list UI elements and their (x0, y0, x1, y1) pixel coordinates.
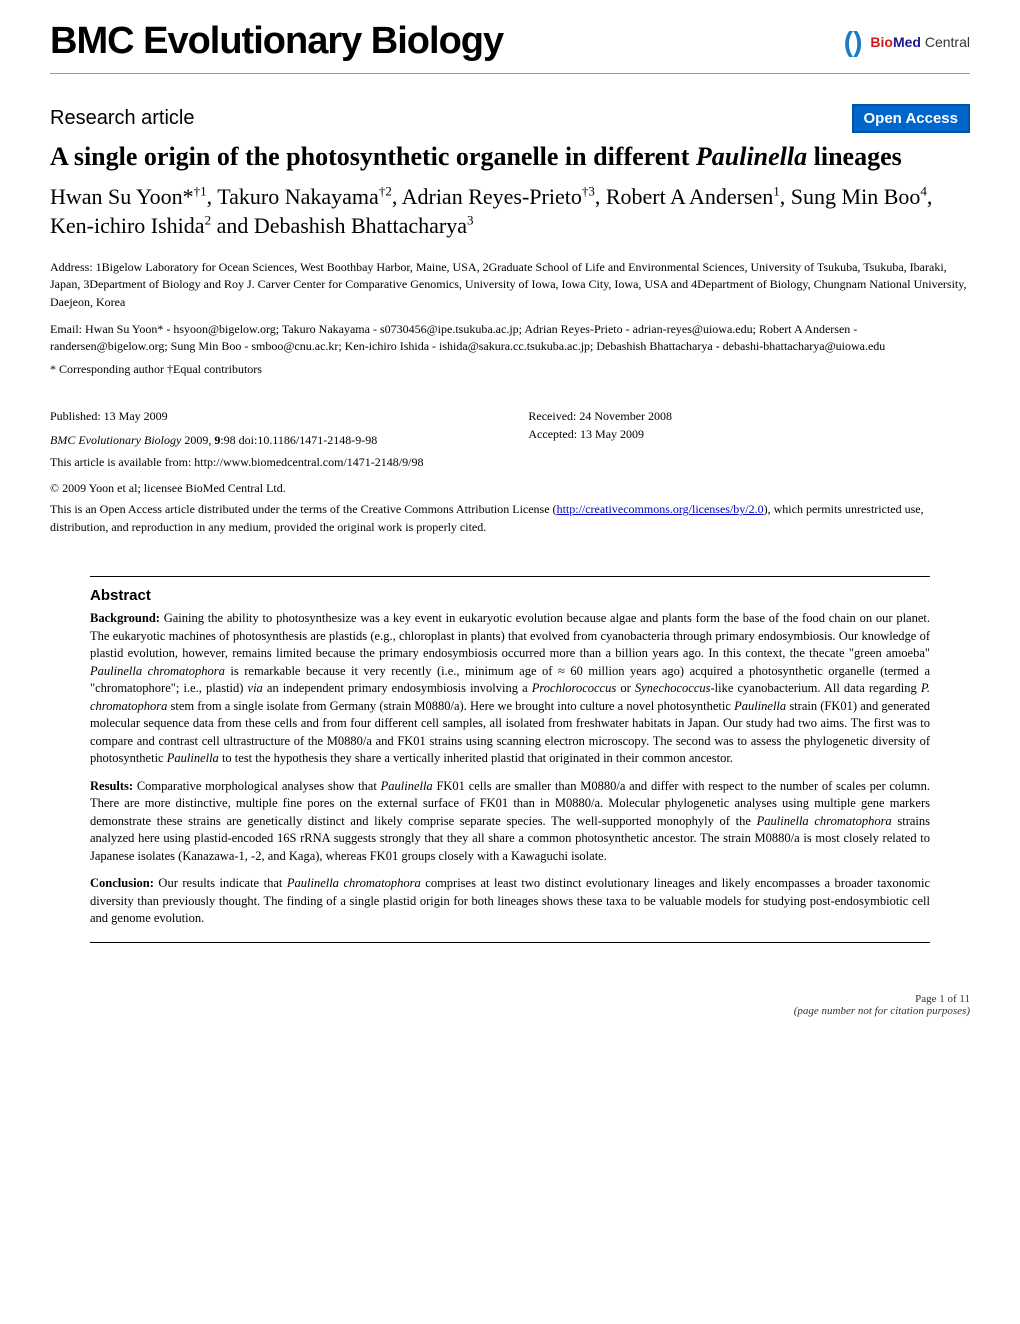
title-pre: A single origin of the photosynthetic or… (50, 142, 696, 171)
cite-page: :98 doi:10.1186/1471-2148-9-98 (220, 433, 377, 447)
abstract-background: Background: Gaining the ability to photo… (90, 610, 930, 768)
authors: Hwan Su Yoon*†1, Takuro Nakayama†2, Adri… (50, 182, 970, 241)
logo-bio: Bio (870, 34, 893, 50)
journal-header: BMC Evolutionary Biology () BioMed Centr… (50, 0, 970, 74)
pub-left: Published: 13 May 2009 BMC Evolutionary … (50, 407, 528, 449)
license: This is an Open Access article distribut… (50, 501, 970, 536)
abstract-box: Abstract Background: Gaining the ability… (90, 576, 930, 943)
abstract-heading: Abstract (90, 587, 930, 604)
page-number: Page 1 of 11 (50, 993, 970, 1005)
logo-med: Med (893, 34, 921, 50)
corresponding-note: * Corresponding author †Equal contributo… (50, 362, 970, 377)
abstract-conclusion: Conclusion: Our results indicate that Pa… (90, 875, 930, 928)
publisher-logo: () BioMed Central (844, 26, 970, 58)
open-access-badge: Open Access (852, 104, 971, 133)
copyright: © 2009 Yoon et al; licensee BioMed Centr… (50, 480, 970, 497)
abstract-results: Results: Comparative morphological analy… (90, 778, 930, 866)
journal-name: BMC Evolutionary Biology (50, 20, 503, 63)
article-type-row: Research article Open Access (50, 104, 970, 133)
article-type: Research article (50, 107, 195, 130)
logo-parens-icon: () (844, 26, 863, 58)
article-url: This article is available from: http://w… (50, 455, 970, 470)
publication-info: Published: 13 May 2009 BMC Evolutionary … (50, 407, 970, 449)
cite-rest: 2009, (181, 433, 214, 447)
published-date: Published: 13 May 2009 (50, 407, 528, 425)
cite-journal: BMC Evolutionary Biology (50, 433, 181, 447)
accepted-date: Accepted: 13 May 2009 (528, 425, 970, 443)
license-pre: This is an Open Access article distribut… (50, 502, 557, 516)
logo-central: Central (921, 34, 970, 50)
author-emails: Email: Hwan Su Yoon* - hsyoon@bigelow.or… (50, 321, 970, 356)
background-label: Background: (90, 611, 164, 625)
page-footer: Page 1 of 11 (page number not for citati… (50, 993, 970, 1037)
journal-citation: BMC Evolutionary Biology 2009, 9:98 doi:… (50, 431, 528, 449)
title-post: lineages (807, 142, 902, 171)
pub-right: Received: 24 November 2008 Accepted: 13 … (528, 407, 970, 449)
results-label: Results: (90, 779, 137, 793)
license-link[interactable]: http://creativecommons.org/licenses/by/2… (557, 502, 764, 516)
title-italic: Paulinella (696, 142, 807, 171)
conclusion-label: Conclusion: (90, 876, 158, 890)
received-date: Received: 24 November 2008 (528, 407, 970, 425)
affiliations: Address: 1Bigelow Laboratory for Ocean S… (50, 259, 970, 311)
citation-note: (page number not for citation purposes) (50, 1005, 970, 1017)
paper-title: A single origin of the photosynthetic or… (50, 141, 970, 174)
